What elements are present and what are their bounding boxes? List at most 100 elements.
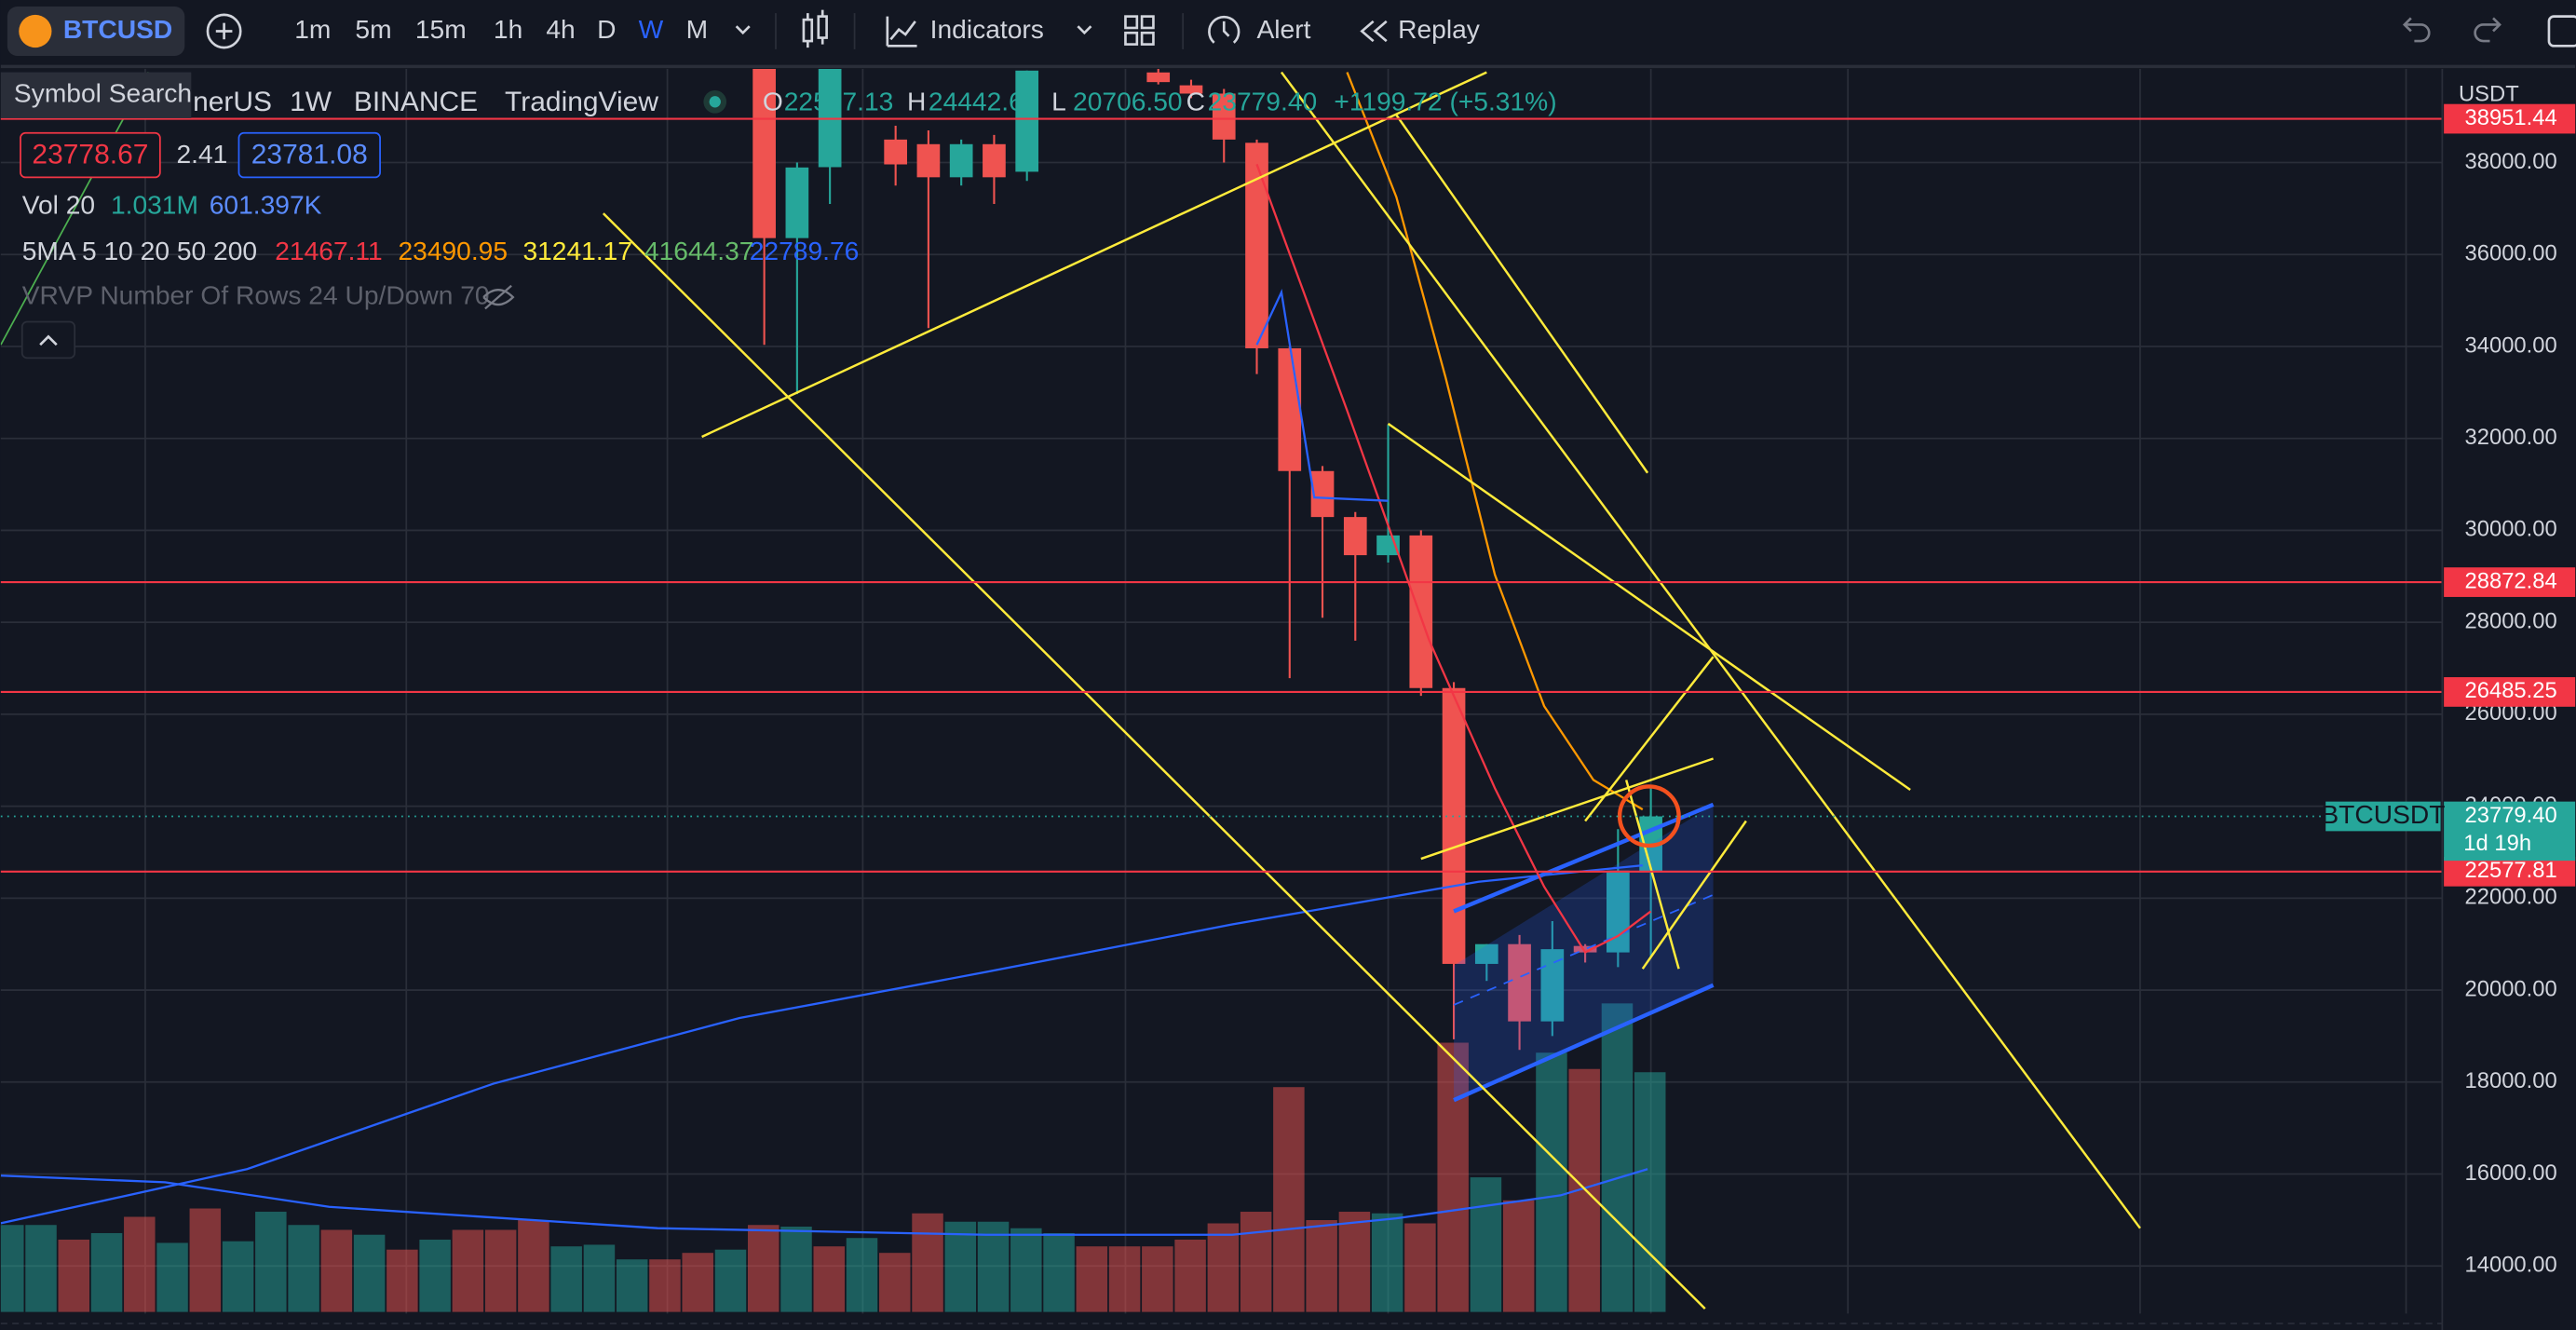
candle-body xyxy=(1573,945,1597,953)
candle-body xyxy=(1278,347,1302,471)
interval[interactable]: D xyxy=(597,14,616,44)
bid-box[interactable] xyxy=(20,131,161,179)
currency[interactable]: USDT xyxy=(2459,82,2519,107)
vol-label[interactable]: Vol 20 xyxy=(22,190,95,220)
indicators-menu[interactable] xyxy=(1077,25,1092,35)
volume-bar xyxy=(1470,1177,1502,1312)
trend-line xyxy=(701,71,1487,439)
interval[interactable]: 15m xyxy=(415,14,467,44)
volume-bar xyxy=(1174,1239,1206,1312)
volume-bar xyxy=(1371,1213,1403,1312)
trend-line xyxy=(1387,422,1911,791)
legend-symbol[interactable]: nerUS xyxy=(193,87,272,117)
price-line-label: 38951.44 xyxy=(2465,105,2557,130)
volume-bar xyxy=(649,1259,681,1312)
price-line-label: 22577.81 xyxy=(2465,858,2557,883)
candles xyxy=(752,69,1662,1051)
ma-line xyxy=(1255,288,1389,502)
trend-line xyxy=(1624,780,1680,970)
volume-ma xyxy=(0,1168,1648,1236)
volume-bar xyxy=(714,1249,747,1312)
symbol-button[interactable] xyxy=(7,7,185,56)
candle-body xyxy=(884,139,907,165)
candle-body xyxy=(983,143,1006,178)
ma-label[interactable]: 5MA 5 10 20 50 200 xyxy=(22,236,257,265)
chart-type[interactable] xyxy=(802,9,828,48)
ohlc: O 22577.13 H 24442.66 L 20706.50 C 23779.40 xyxy=(763,87,1317,116)
ma-line xyxy=(0,863,1643,1225)
trend-line xyxy=(1584,656,1715,822)
volume-pane xyxy=(0,1003,1666,1312)
price-tick-label: 30000.00 xyxy=(2465,517,2557,542)
candle-body xyxy=(1245,142,1268,348)
volume-bar xyxy=(1043,1232,1075,1312)
ohlc-value: 20706.50 xyxy=(1073,87,1183,116)
alert-icon xyxy=(1208,15,1241,44)
intervals: 1m 5m 15m 1h 4h D W M xyxy=(294,14,708,44)
volume-bar xyxy=(1404,1223,1436,1312)
volume-bar xyxy=(616,1259,648,1312)
interval-menu[interactable] xyxy=(735,25,751,35)
volume-bar xyxy=(1338,1212,1371,1312)
replay-icon xyxy=(1360,20,1388,43)
collapse-button[interactable] xyxy=(20,320,76,360)
hidden-icon[interactable] xyxy=(482,284,515,310)
interval[interactable]: 4h xyxy=(546,14,575,44)
price-tick-label: 34000.00 xyxy=(2465,332,2557,358)
add-symbol[interactable] xyxy=(206,13,242,49)
volume-bar xyxy=(1306,1220,1337,1312)
vrvp[interactable]: VRVP Number Of Rows 24 Up/Down 70 xyxy=(22,280,490,310)
volume-bar xyxy=(747,1225,780,1312)
volume-bar xyxy=(583,1244,616,1312)
fullscreen[interactable] xyxy=(2547,15,2576,48)
interval[interactable]: M xyxy=(686,14,708,44)
symbol[interactable]: BTCUSD xyxy=(63,14,172,44)
trend-line xyxy=(1395,114,1649,474)
redo[interactable] xyxy=(2474,17,2501,43)
volume-bar xyxy=(452,1229,484,1312)
interval[interactable]: 1h xyxy=(494,14,522,44)
countdown: 1d 19h xyxy=(2463,831,2531,856)
candle-body xyxy=(785,167,809,238)
volume-bar xyxy=(550,1246,582,1312)
interval[interactable]: 5m xyxy=(355,14,391,44)
ma-value: 41644.37 xyxy=(644,236,754,265)
ohlc-key: L xyxy=(1051,87,1066,116)
layout-button[interactable] xyxy=(1124,15,1155,46)
alert[interactable]: Alert xyxy=(1257,14,1311,44)
volume-bar xyxy=(1273,1087,1305,1312)
indicators-icon xyxy=(886,16,917,48)
price-tick-label: 22000.00 xyxy=(2465,885,2557,910)
undo[interactable] xyxy=(2402,17,2431,43)
ask-box[interactable] xyxy=(237,131,381,179)
vol-ma-value: 601.397K xyxy=(210,190,322,220)
interval[interactable]: W xyxy=(639,14,664,44)
replay[interactable]: Replay xyxy=(1398,14,1481,44)
interval[interactable]: 1m xyxy=(294,14,331,44)
volume-bar xyxy=(419,1239,451,1312)
volume-bar xyxy=(255,1212,287,1312)
last-price-label: 23779.40 xyxy=(2465,803,2557,828)
volume-bar xyxy=(90,1232,123,1312)
trend-line xyxy=(1280,71,2141,1229)
indicators[interactable]: Indicators xyxy=(930,14,1044,44)
volume-bar xyxy=(1076,1246,1108,1312)
ask[interactable]: 23781.08 xyxy=(251,139,368,170)
volume-bar xyxy=(1536,1052,1567,1312)
volume-bar xyxy=(1207,1223,1240,1312)
price-tick-label: 20000.00 xyxy=(2465,976,2557,1001)
volume-bar xyxy=(1142,1246,1173,1312)
volume-bar xyxy=(58,1239,90,1312)
bid[interactable]: 23778.67 xyxy=(32,139,148,170)
vol-value: 1.031M xyxy=(111,190,198,220)
ohlc-value: 23779.40 xyxy=(1208,87,1318,116)
price-lines xyxy=(0,117,2443,873)
volume-bar xyxy=(1010,1228,1042,1312)
ma-line xyxy=(1255,163,1652,955)
candle-body xyxy=(752,69,776,238)
volume-bar xyxy=(944,1221,977,1312)
volume-bar xyxy=(1240,1212,1272,1312)
channel-line xyxy=(1453,802,1715,914)
